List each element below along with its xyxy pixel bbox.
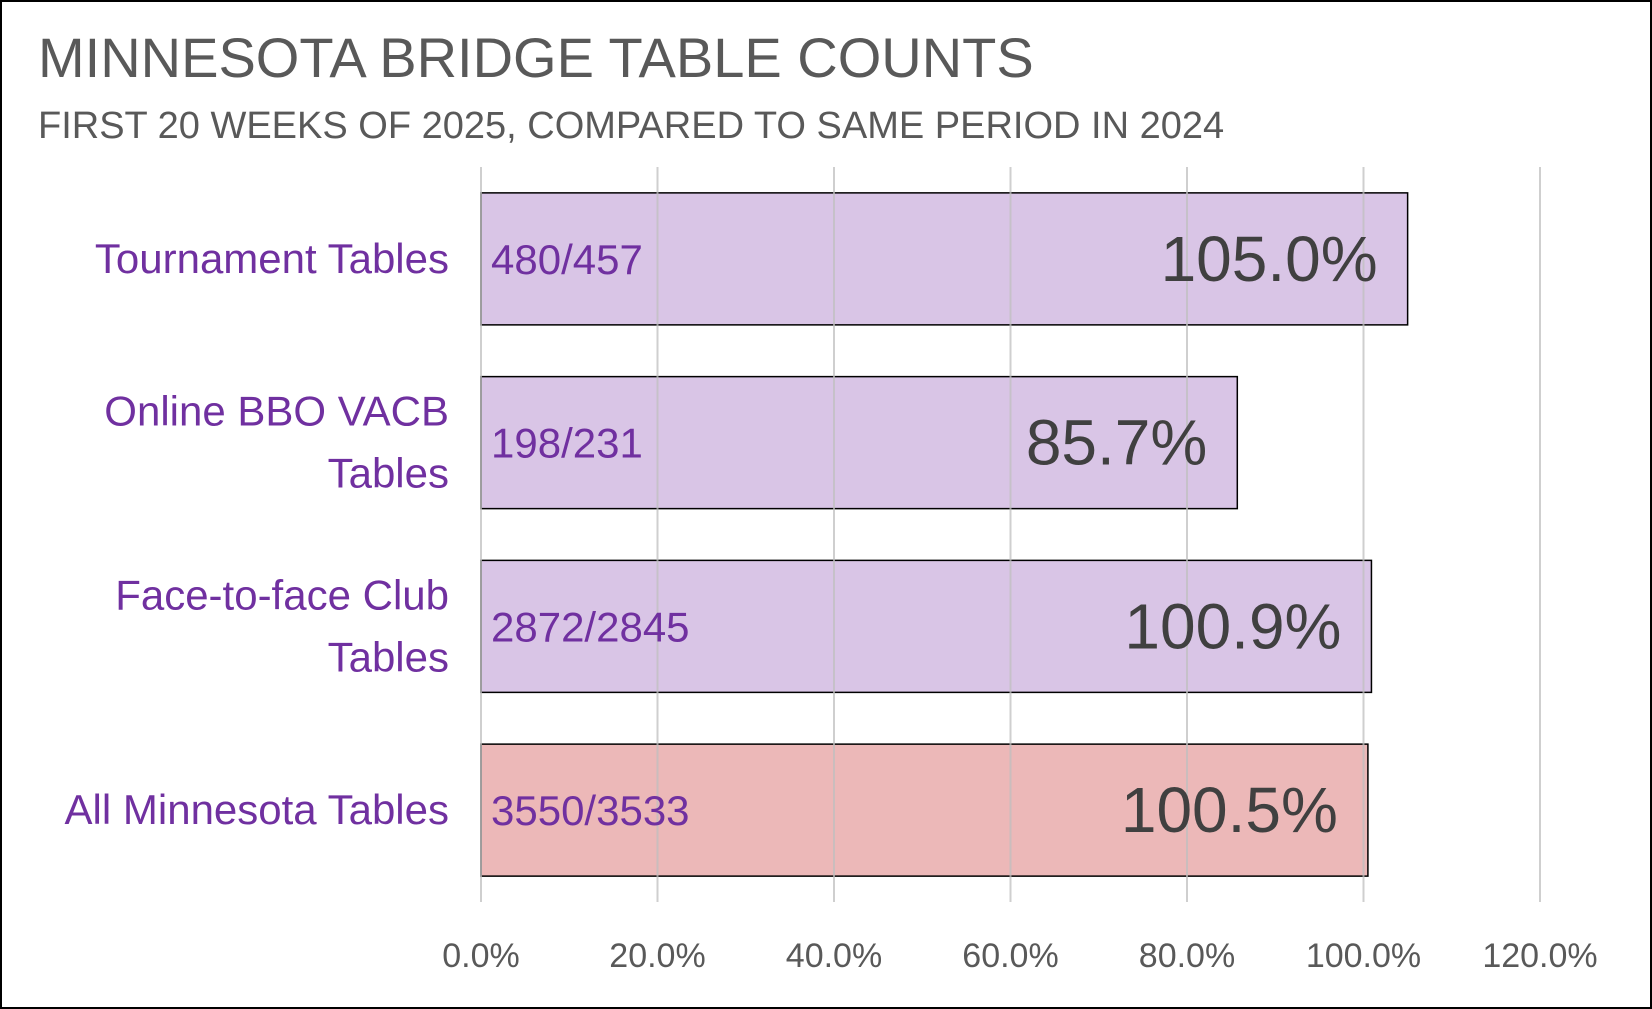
x-tick-label-1: 20.0% <box>609 937 705 975</box>
bar-2 <box>480 559 1373 694</box>
category-label-2-line-0: Face-to-face Club <box>115 571 449 618</box>
x-tick-label-4: 80.0% <box>1139 937 1235 975</box>
value-label-1: 85.7% <box>1026 407 1207 479</box>
category-label-1-line-1: Tables <box>328 450 449 497</box>
gridlines <box>480 167 1541 902</box>
x-axis-ticks: 0.0% 20.0% 40.0% 60.0% 80.0% 100.0% 120.0% <box>442 937 1597 975</box>
x-tick-label-0: 0.0% <box>442 937 520 975</box>
x-tick-label-6: 120.0% <box>1482 937 1597 975</box>
category-labels: 480/457 105.0% Tournament Tables 198/231 85.… <box>65 223 1378 846</box>
count-label-0: 480/457 <box>491 236 643 283</box>
count-label-3: 3550/3533 <box>491 787 690 834</box>
value-label-3: 100.5% <box>1121 774 1338 846</box>
bar-1 <box>480 375 1239 510</box>
category-label-0-line-0: Tournament Tables <box>95 235 449 282</box>
value-label-0: 105.0% <box>1161 223 1378 295</box>
bars <box>480 192 1409 877</box>
category-label-2-line-1: Tables <box>328 633 449 680</box>
x-tick-label-5: 100.0% <box>1306 937 1421 975</box>
x-tick-label-2: 40.0% <box>786 937 882 975</box>
category-label-3-line-0: All Minnesota Tables <box>65 786 449 833</box>
chart-subtitle: FIRST 20 WEEKS OF 2025, COMPARED TO SAME… <box>38 105 1224 147</box>
value-label-2: 100.9% <box>1124 590 1341 662</box>
x-tick-label-3: 60.0% <box>962 937 1058 975</box>
bar-3 <box>480 743 1369 877</box>
category-label-1-line-0: Online BBO VACB <box>104 388 449 435</box>
count-label-2: 2872/2845 <box>491 603 690 650</box>
count-label-1: 198/231 <box>491 420 643 467</box>
bar-0 <box>480 192 1409 326</box>
chart-title: MINNESOTA BRIDGE TABLE COUNTS <box>38 26 1034 89</box>
